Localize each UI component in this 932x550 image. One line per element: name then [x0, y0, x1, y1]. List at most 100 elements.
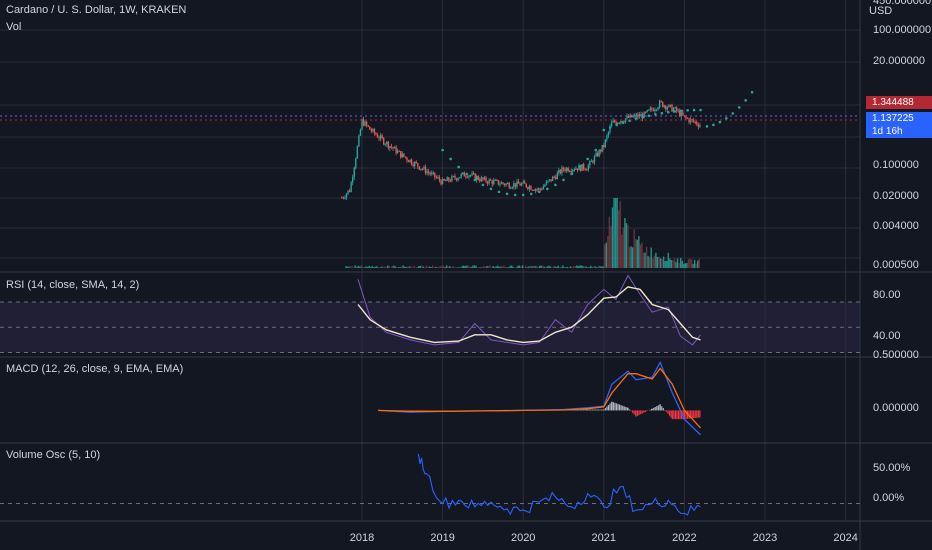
candle-body: [429, 172, 431, 175]
macd-histogram-bar: [682, 410, 684, 420]
rsi-pane-title[interactable]: RSI (14, close, SMA, 14, 2): [6, 279, 140, 291]
volume-bar: [356, 267, 358, 268]
candle-body: [452, 176, 455, 178]
macd-histogram-bar: [597, 409, 600, 411]
macd-histogram-bar: [681, 410, 683, 420]
macd-scale-label: 0.500000: [873, 349, 919, 361]
plot-area: [0, 90, 860, 516]
projection-dot: [712, 123, 715, 127]
volume-bar: [690, 259, 693, 268]
macd-histogram-bar: [674, 410, 677, 420]
candle-body: [407, 160, 410, 163]
projection-dot: [554, 183, 557, 187]
candle-body: [607, 132, 610, 136]
macd-histogram-bar: [596, 409, 598, 411]
volume-bar: [492, 265, 494, 268]
macd-scale-label: 0.000000: [873, 402, 919, 414]
volume-bar: [636, 239, 638, 268]
candle-body: [500, 182, 503, 185]
macd-histogram-bar: [587, 409, 589, 411]
volume-bar: [507, 267, 510, 268]
candle-body: [514, 183, 517, 187]
candle-body: [595, 152, 597, 157]
volume-bar: [528, 266, 530, 268]
volume-bar: [625, 223, 628, 268]
volume-bar: [422, 266, 425, 268]
volume-bar: [573, 266, 575, 268]
vol-osc-pane-title[interactable]: Volume Osc (5, 10): [6, 449, 101, 461]
candle-body: [443, 178, 445, 181]
time-axis[interactable]: 2018 2019 2020 2021 2022 2023 2024: [350, 532, 858, 544]
candle-body: [592, 160, 594, 163]
candle-body: [565, 167, 568, 171]
volume-bar: [424, 267, 426, 268]
candle-body: [603, 144, 605, 148]
candle-body: [404, 156, 407, 158]
volume-bar: [586, 267, 589, 268]
volume-bar: [413, 265, 415, 268]
volume-bar: [613, 198, 615, 268]
macd-histogram-bar: [683, 410, 685, 420]
volume-bar: [617, 210, 620, 268]
projection-dot: [505, 192, 509, 196]
candle-body: [621, 121, 624, 123]
volume-bar: [652, 258, 654, 268]
candle-body: [662, 101, 664, 107]
candle-body: [341, 197, 343, 199]
volume-bar: [599, 266, 601, 268]
candle-body: [519, 183, 521, 186]
volume-bar: [610, 226, 612, 268]
candle-body: [353, 167, 355, 178]
volume-bar: [373, 267, 375, 268]
candle-body: [579, 165, 582, 171]
macd-histogram-bar: [694, 410, 696, 418]
volume-bar: [574, 266, 576, 268]
macd-histogram-bar: [612, 402, 615, 411]
candle-body: [511, 187, 514, 189]
candle-body: [370, 129, 372, 132]
candle-body: [693, 119, 695, 122]
volume-bar: [585, 266, 587, 268]
macd-histogram-bar: [649, 409, 651, 411]
candle-body: [694, 121, 696, 123]
candle-body: [651, 108, 653, 110]
macd-histogram-bar: [693, 410, 695, 419]
volume-legend-label: Vol: [6, 21, 22, 33]
projection-dot: [521, 193, 525, 197]
volume-bar: [357, 265, 359, 268]
volume-bar: [407, 266, 409, 268]
macd-histogram-bar: [604, 408, 606, 411]
volume-bar: [481, 267, 483, 268]
macd-histogram-bar: [623, 406, 625, 411]
candle-body: [451, 176, 453, 182]
candle-body: [418, 166, 421, 170]
chart-title[interactable]: Cardano / U. S. Dollar, 1W, KRAKEN: [6, 4, 187, 16]
volume-bar: [542, 265, 544, 268]
projection-dot: [546, 187, 549, 191]
projection-dot: [679, 109, 683, 113]
candle-body: [617, 122, 619, 124]
macd-histogram-bar: [657, 405, 659, 411]
projection-dot: [538, 190, 541, 194]
candle-body: [421, 168, 424, 170]
volume-bar: [627, 224, 629, 268]
volume-bar: [509, 265, 511, 268]
candle-body: [395, 146, 397, 154]
candle-body: [640, 114, 642, 117]
candle-body: [584, 169, 586, 171]
macd-histogram-bar: [594, 409, 597, 411]
volume-bar: [397, 267, 400, 268]
projection-dot: [647, 114, 651, 117]
volume-bar: [611, 207, 614, 268]
volume-bar: [365, 266, 367, 268]
candle-body: [699, 125, 701, 127]
countdown-tag: 1d 16h: [866, 125, 932, 138]
macd-pane-title[interactable]: MACD (12, 26, close, 9, EMA, EMA): [6, 363, 184, 375]
candle-body: [666, 107, 669, 110]
projection-dot: [529, 192, 533, 196]
macd-histogram-bar: [677, 410, 680, 420]
candle-body: [434, 172, 436, 178]
